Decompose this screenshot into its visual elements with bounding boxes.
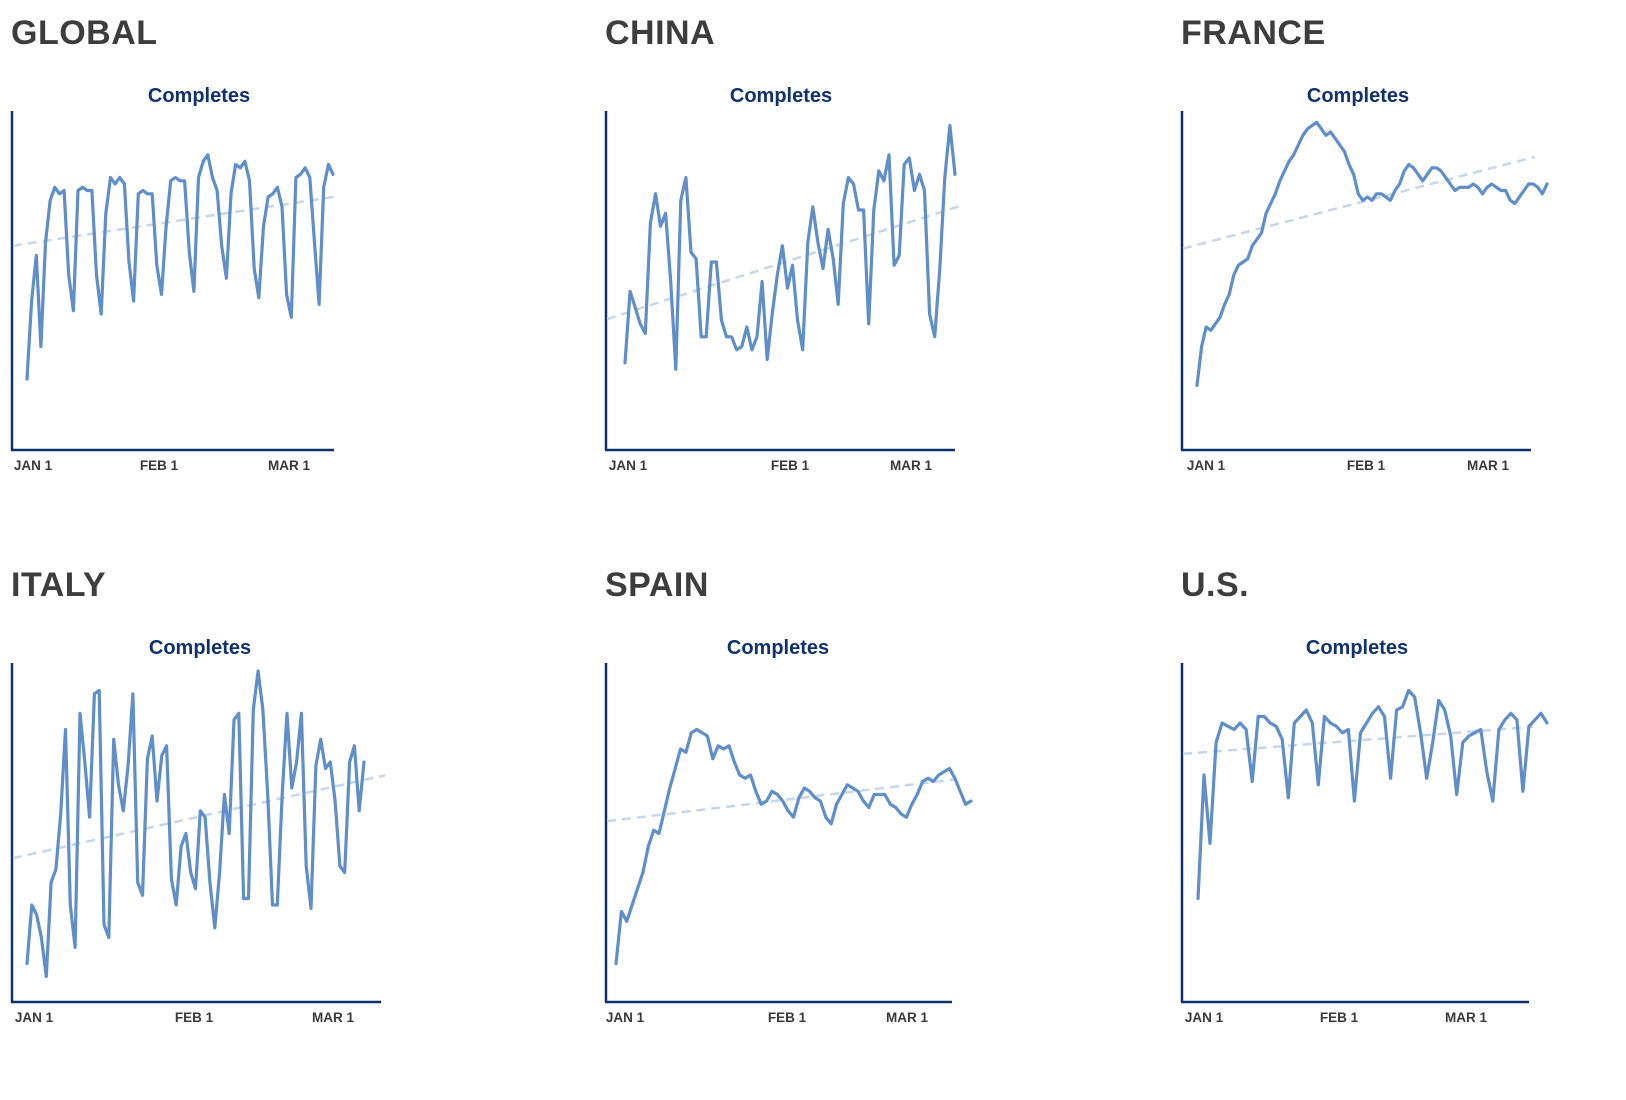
panel-china: CHINA Completes JAN 1 FEB 1 MAR 1 <box>604 14 1125 514</box>
series-line <box>623 123 957 371</box>
trend-line <box>12 774 386 860</box>
x-tick-label: MAR 1 <box>1467 458 1509 473</box>
x-tick-label: MAR 1 <box>886 1010 928 1025</box>
panel-france: FRANCE Completes JAN 1 FEB 1 MAR 1 <box>1180 14 1626 514</box>
region-title: U.S. <box>1181 566 1250 604</box>
chart-title: Completes <box>1306 637 1408 659</box>
line-chart: Completes JAN 1 FEB 1 MAR 1 <box>1180 85 1549 473</box>
region-title: FRANCE <box>1181 14 1326 52</box>
trend-line <box>12 194 339 248</box>
x-tick-label: FEB 1 <box>771 458 810 473</box>
line-chart: Completes JAN 1 FEB 1 MAR 1 <box>604 637 973 1025</box>
series-line <box>614 727 973 966</box>
region-title: ITALY <box>11 566 107 604</box>
chart-title: Completes <box>148 85 250 107</box>
region-title: SPAIN <box>605 566 709 604</box>
trend-line <box>606 778 957 823</box>
x-tick-label: JAN 1 <box>1185 1010 1224 1025</box>
series-line <box>1196 688 1549 901</box>
series-line <box>1195 120 1549 388</box>
x-tick-label: FEB 1 <box>175 1010 214 1025</box>
x-tick-label: JAN 1 <box>609 458 648 473</box>
chart-title: Completes <box>1307 85 1409 107</box>
x-tick-label: JAN 1 <box>606 1010 645 1025</box>
panel-us: U.S. Completes JAN 1 FEB 1 MAR 1 <box>1180 566 1626 1066</box>
trend-line <box>1182 155 1536 250</box>
series-line <box>25 153 335 381</box>
x-tick-label: JAN 1 <box>14 458 53 473</box>
chart-title: Completes <box>727 637 829 659</box>
panel-italy: ITALY Completes JAN 1 FEB 1 MAR 1 <box>10 566 531 1066</box>
line-chart: Completes JAN 1 FEB 1 MAR 1 <box>10 85 339 473</box>
line-chart: Completes JAN 1 FEB 1 MAR 1 <box>604 85 960 473</box>
panel-global: GLOBAL Completes JAN 1 FEB 1 MAR 1 <box>10 14 531 514</box>
x-tick-label: FEB 1 <box>768 1010 807 1025</box>
line-chart: Completes JAN 1 FEB 1 MAR 1 <box>1180 637 1549 1025</box>
x-tick-label: JAN 1 <box>1187 458 1226 473</box>
x-tick-label: FEB 1 <box>1347 458 1386 473</box>
x-tick-label: MAR 1 <box>1445 1010 1487 1025</box>
chart-title: Completes <box>730 85 832 107</box>
x-tick-label: MAR 1 <box>890 458 932 473</box>
x-tick-label: FEB 1 <box>140 458 179 473</box>
x-tick-label: MAR 1 <box>268 458 310 473</box>
panel-spain: SPAIN Completes JAN 1 FEB 1 MAR 1 <box>604 566 1125 1066</box>
x-tick-label: JAN 1 <box>15 1010 54 1025</box>
x-tick-label: FEB 1 <box>1320 1010 1359 1025</box>
x-tick-label: MAR 1 <box>312 1010 354 1025</box>
region-title: GLOBAL <box>11 14 158 52</box>
line-chart: Completes JAN 1 FEB 1 MAR 1 <box>10 637 386 1025</box>
region-title: CHINA <box>605 14 716 52</box>
chart-title: Completes <box>149 637 251 659</box>
series-line <box>25 669 366 979</box>
